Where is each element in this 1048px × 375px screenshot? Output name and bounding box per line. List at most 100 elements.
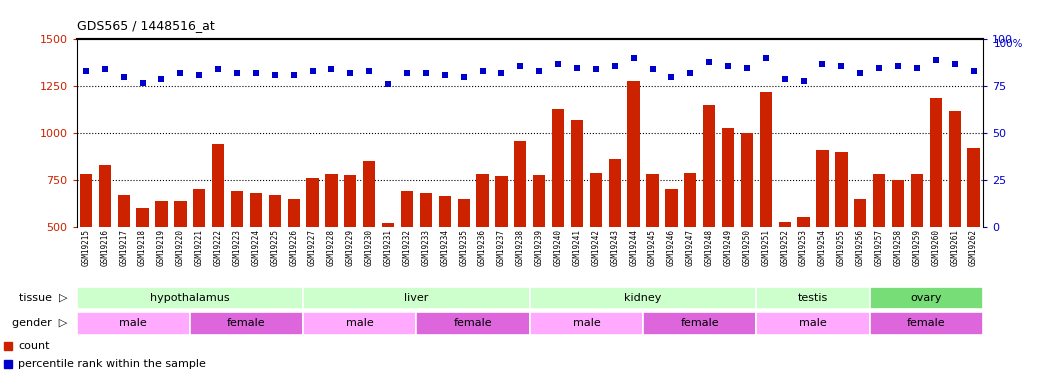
Text: testis: testis [798,293,828,303]
Text: GSM19224: GSM19224 [252,229,260,266]
Text: 100%: 100% [994,39,1024,50]
Bar [231,191,243,321]
Text: GSM19248: GSM19248 [704,229,714,266]
Bar [628,81,639,321]
Text: GSM19245: GSM19245 [648,229,657,266]
Text: ovary: ovary [911,293,942,303]
Point [965,68,982,74]
Point [115,74,132,80]
Text: GSM19231: GSM19231 [384,229,393,266]
Bar [948,111,961,321]
Text: male: male [346,318,374,328]
Point [890,63,907,69]
Text: GSM19226: GSM19226 [289,229,299,266]
Text: male: male [800,318,827,328]
Bar [268,195,281,321]
Text: female: female [908,318,945,328]
Text: GDS565 / 1448516_at: GDS565 / 1448516_at [77,19,214,32]
Bar [174,201,187,321]
Text: GSM19215: GSM19215 [82,229,90,266]
Bar [344,176,356,321]
Text: hypothalamus: hypothalamus [150,293,230,303]
Text: GSM19228: GSM19228 [327,229,336,266]
Bar [303,312,416,334]
Point [511,63,528,69]
Text: GSM19232: GSM19232 [402,229,412,266]
Text: GSM19241: GSM19241 [572,229,582,266]
Point [777,76,793,82]
Bar [930,98,942,321]
Bar [363,161,375,321]
Point [701,59,718,65]
Bar [212,144,224,321]
Text: count: count [18,341,50,351]
Point [607,63,624,69]
Text: GSM19254: GSM19254 [818,229,827,266]
Point [663,74,680,80]
Text: male: male [572,318,601,328]
Bar [760,92,772,321]
Text: GSM19233: GSM19233 [421,229,431,266]
Point [323,66,340,72]
Bar [77,287,303,309]
Text: GSM19240: GSM19240 [553,229,563,266]
Bar [892,180,904,321]
Bar [665,189,678,321]
Text: GSM19257: GSM19257 [875,229,883,266]
Point [871,64,888,70]
Text: GSM19225: GSM19225 [270,229,280,266]
Bar [722,128,735,321]
Point [210,66,226,72]
Bar [439,196,451,321]
Text: GSM19230: GSM19230 [365,229,374,266]
Point [814,61,831,67]
Text: GSM19243: GSM19243 [610,229,619,266]
Text: GSM19250: GSM19250 [742,229,751,266]
Point [153,76,170,82]
Bar [911,174,923,321]
Point [172,70,189,76]
Bar [757,287,870,309]
Bar [873,174,886,321]
Bar [458,199,470,321]
Point [455,74,472,80]
Text: GSM19235: GSM19235 [459,229,468,266]
Bar [703,105,716,321]
Bar [684,172,697,321]
Text: GSM19256: GSM19256 [856,229,865,266]
Bar [80,174,92,321]
Text: GSM19252: GSM19252 [780,229,789,266]
Point [436,72,453,78]
Text: percentile rank within the sample: percentile rank within the sample [18,359,206,369]
Text: GSM19223: GSM19223 [233,229,241,266]
Point [191,72,208,78]
Point [909,64,925,70]
Text: GSM19262: GSM19262 [969,229,978,266]
Point [96,66,113,72]
Bar [77,312,190,334]
Text: GSM19237: GSM19237 [497,229,506,266]
Bar [477,174,488,321]
Text: GSM19238: GSM19238 [516,229,525,266]
Point [531,68,548,74]
Bar [643,312,757,334]
Text: female: female [680,318,719,328]
Point [720,63,737,69]
Point [626,55,642,61]
Text: GSM19261: GSM19261 [951,229,959,266]
Point [379,81,396,87]
Text: tissue  ▷: tissue ▷ [19,293,67,303]
Text: liver: liver [405,293,429,303]
Text: male: male [119,318,147,328]
Text: GSM19246: GSM19246 [667,229,676,266]
Bar [757,312,870,334]
Bar [590,172,602,321]
Text: GSM19216: GSM19216 [101,229,109,266]
Point [285,72,302,78]
Bar [647,174,658,321]
Text: GSM19218: GSM19218 [138,229,147,266]
Point [266,72,283,78]
Point [588,66,605,72]
Bar [741,133,754,321]
Bar [870,312,983,334]
